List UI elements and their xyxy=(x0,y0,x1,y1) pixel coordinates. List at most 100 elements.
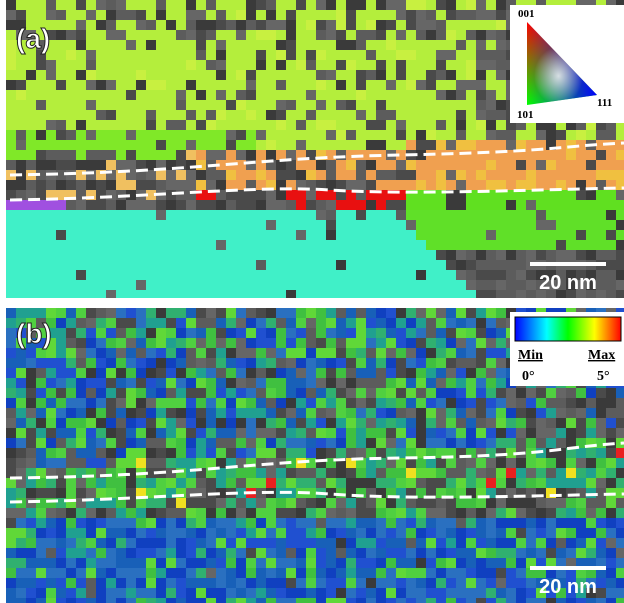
pixel xyxy=(166,508,176,518)
pixel xyxy=(16,90,26,100)
pixel xyxy=(476,10,486,20)
pixel xyxy=(16,180,26,190)
pixel xyxy=(436,308,446,318)
pixel xyxy=(416,240,426,250)
pixel xyxy=(416,388,426,398)
pixel xyxy=(216,290,226,300)
pixel xyxy=(316,308,326,318)
pixel xyxy=(236,120,246,130)
pixel xyxy=(306,468,316,478)
pixel xyxy=(86,478,96,488)
pixel xyxy=(56,328,66,338)
pixel xyxy=(346,0,356,10)
pixel xyxy=(306,568,316,578)
pixel xyxy=(416,478,426,488)
pixel xyxy=(366,508,376,518)
pixel xyxy=(346,348,356,358)
pixel xyxy=(146,10,156,20)
pixel xyxy=(206,348,216,358)
pixel xyxy=(146,408,156,418)
pixel xyxy=(506,478,516,488)
pixel xyxy=(86,568,96,578)
pixel xyxy=(526,518,536,528)
pixel xyxy=(396,60,406,70)
legend-label: Min xyxy=(518,348,543,363)
pixel xyxy=(206,130,216,140)
pixel xyxy=(496,468,506,478)
pixel xyxy=(416,280,426,290)
pixel xyxy=(276,358,286,368)
pixel xyxy=(116,200,126,210)
pixel xyxy=(416,308,426,318)
pixel xyxy=(226,20,236,30)
pixel xyxy=(406,50,416,60)
pixel xyxy=(16,598,26,603)
pixel xyxy=(366,180,376,190)
pixel xyxy=(6,120,16,130)
pixel xyxy=(506,180,516,190)
pixel xyxy=(346,378,356,388)
pixel xyxy=(586,418,596,428)
pixel xyxy=(366,160,376,170)
pixel xyxy=(446,270,456,280)
pixel xyxy=(436,280,446,290)
pixel xyxy=(76,388,86,398)
pixel xyxy=(76,568,86,578)
pixel xyxy=(116,30,126,40)
pixel xyxy=(96,308,106,318)
pixel xyxy=(376,120,386,130)
pixel xyxy=(306,538,316,548)
pixel xyxy=(276,250,286,260)
pixel xyxy=(446,0,456,10)
pixel xyxy=(6,40,16,50)
pixel xyxy=(446,338,456,348)
pixel xyxy=(226,318,236,328)
pixel xyxy=(306,428,316,438)
pixel xyxy=(296,270,306,280)
pixel xyxy=(566,210,576,220)
pixel xyxy=(566,548,576,558)
pixel xyxy=(586,508,596,518)
pixel xyxy=(236,438,246,448)
pixel xyxy=(216,210,226,220)
pixel xyxy=(376,130,386,140)
pixel xyxy=(376,558,386,568)
pixel xyxy=(286,70,296,80)
pixel xyxy=(106,10,116,20)
pixel xyxy=(226,338,236,348)
pixel xyxy=(496,318,506,328)
pixel xyxy=(576,160,586,170)
pixel xyxy=(366,250,376,260)
pixel xyxy=(26,488,36,498)
pixel xyxy=(86,270,96,280)
pixel xyxy=(516,438,526,448)
pixel xyxy=(416,250,426,260)
pixel xyxy=(306,548,316,558)
pixel xyxy=(56,538,66,548)
pixel xyxy=(226,120,236,130)
pixel xyxy=(176,558,186,568)
pixel xyxy=(86,398,96,408)
pixel xyxy=(366,468,376,478)
pixel xyxy=(346,220,356,230)
pixel xyxy=(466,80,476,90)
pixel xyxy=(176,260,186,270)
pixel xyxy=(456,250,466,260)
pixel xyxy=(186,200,196,210)
pixel xyxy=(576,518,586,528)
pixel xyxy=(496,528,506,538)
pixel xyxy=(376,70,386,80)
pixel xyxy=(86,458,96,468)
pixel xyxy=(136,10,146,20)
pixel xyxy=(436,558,446,568)
pixel xyxy=(96,528,106,538)
pixel xyxy=(296,308,306,318)
pixel xyxy=(26,308,36,318)
pixel xyxy=(66,318,76,328)
pixel xyxy=(436,100,446,110)
pixel xyxy=(486,60,496,70)
pixel xyxy=(436,40,446,50)
pixel xyxy=(386,328,396,338)
pixel xyxy=(126,378,136,388)
pixel xyxy=(356,318,366,328)
